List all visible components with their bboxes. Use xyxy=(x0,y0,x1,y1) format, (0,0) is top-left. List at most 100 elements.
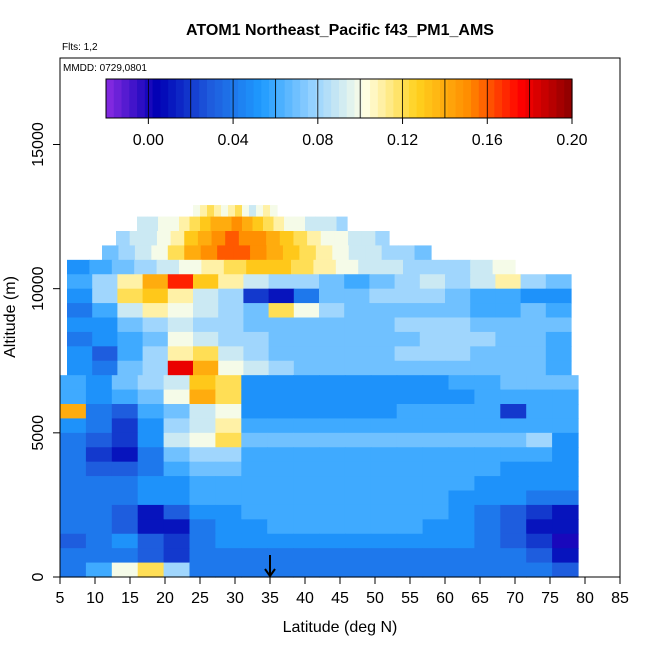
heatmap-cell xyxy=(137,447,165,463)
heatmap-cell xyxy=(370,533,398,549)
heatmap-cell xyxy=(163,375,191,391)
heatmap-cell xyxy=(394,360,421,376)
heatmap-cell xyxy=(293,519,320,535)
heatmap-cell xyxy=(85,504,113,520)
heatmap-cell xyxy=(348,231,363,247)
heatmap-cell xyxy=(358,259,382,275)
heatmap-cell xyxy=(319,504,346,520)
heatmap-cell xyxy=(344,317,370,333)
heatmap-cell xyxy=(85,533,113,549)
heatmap-cell xyxy=(344,476,372,492)
heatmap-cell xyxy=(369,303,396,319)
heatmap-cell xyxy=(319,490,346,506)
heatmap-cell xyxy=(474,447,501,463)
heatmap-cell xyxy=(137,216,149,232)
colorbar-tick-label: 0.12 xyxy=(387,132,418,149)
colorbar-swatch xyxy=(183,79,193,118)
heatmap-cell xyxy=(344,375,372,391)
heatmap-cell xyxy=(500,404,527,420)
heatmap-cell xyxy=(370,447,398,463)
heatmap-cell xyxy=(215,548,242,564)
heatmap-cell xyxy=(370,389,398,405)
colorbar-swatch xyxy=(556,79,565,118)
heatmap-cell xyxy=(344,360,370,376)
heatmap-cell xyxy=(60,548,87,564)
heatmap-cell xyxy=(267,432,294,448)
heatmap-cell xyxy=(545,303,572,319)
heatmap-cell xyxy=(500,519,527,535)
colorbar-swatch xyxy=(129,79,138,118)
colorbar-tick-label: 0.20 xyxy=(556,132,587,149)
colorbar-swatch xyxy=(486,79,495,118)
heatmap-cell xyxy=(215,418,242,434)
heatmap-cell xyxy=(369,360,396,376)
heatmap-cell xyxy=(495,317,522,333)
heatmap-cell xyxy=(448,548,475,564)
heatmap-cell xyxy=(147,216,159,232)
heatmap-cell xyxy=(526,562,553,578)
colorbar-swatch xyxy=(478,79,488,118)
heatmap-cell xyxy=(67,346,93,362)
colorbar-swatch xyxy=(393,79,402,118)
heatmap-cell xyxy=(319,404,346,420)
heatmap-cell xyxy=(448,533,475,549)
heatmap-cell xyxy=(319,303,345,319)
heatmap-cell xyxy=(200,205,208,218)
heatmap-cell xyxy=(193,303,219,319)
heatmap-cell xyxy=(474,375,501,391)
heatmap-cell xyxy=(111,461,139,477)
heatmap-cell xyxy=(117,317,144,333)
heatmap-cell xyxy=(422,404,450,420)
heatmap-cell xyxy=(526,519,553,535)
colorbar-swatch xyxy=(455,79,464,118)
plot-area: MMDD: 0729,0801 0.00 0.04 0.08 0.12 0.16 0.20 xyxy=(59,57,621,578)
heatmap-cell xyxy=(85,548,113,564)
heatmap-cell xyxy=(448,490,475,506)
heatmap-cell xyxy=(92,303,118,319)
heatmap-cell xyxy=(92,360,118,376)
heatmap-cell xyxy=(137,375,165,391)
colorbar-swatch xyxy=(168,79,177,118)
colorbar-swatch xyxy=(447,79,457,118)
heatmap-cell xyxy=(163,418,191,434)
heatmap-cell xyxy=(344,548,372,564)
heatmap-cell xyxy=(470,346,496,362)
heatmap-cell xyxy=(422,476,450,492)
heatmap-cell xyxy=(520,288,547,304)
heatmap-cell xyxy=(552,389,579,405)
heatmap-cell xyxy=(319,288,345,304)
heatmap-cell xyxy=(184,231,199,247)
heatmap-cell xyxy=(218,288,244,304)
heatmap-cell xyxy=(396,432,424,448)
heatmap-cell xyxy=(380,259,404,275)
y-axis: 0 5000 10000 15000 xyxy=(30,122,60,581)
heatmap-cell xyxy=(319,346,345,362)
heatmap-cell xyxy=(552,476,579,492)
x-tick-label: 40 xyxy=(296,590,314,607)
heatmap-cell xyxy=(370,404,398,420)
heatmap-cell xyxy=(243,274,270,290)
heatmap-cell xyxy=(215,519,242,535)
heatmap-cell xyxy=(293,490,320,506)
heatmap-cell xyxy=(134,245,152,261)
heatmap-cell xyxy=(369,288,396,304)
heatmap-cell xyxy=(268,346,295,362)
heatmap-cell xyxy=(520,303,547,319)
heatmap-cell xyxy=(137,476,165,492)
heatmap-cell xyxy=(396,490,424,506)
heatmap-cell xyxy=(243,288,270,304)
heatmap-cell xyxy=(167,360,194,376)
heatmap-cell xyxy=(189,562,216,578)
heatmap-cell xyxy=(552,519,579,535)
heatmap-cell xyxy=(293,404,320,420)
colorbar-swatch xyxy=(354,79,363,118)
heatmap-cell xyxy=(137,461,165,477)
heatmap-cell xyxy=(267,404,294,420)
heatmap-cell xyxy=(526,461,553,477)
heatmap-cell xyxy=(293,476,320,492)
heatmap-cell xyxy=(156,259,180,275)
heatmap-cell xyxy=(241,418,268,434)
colorbar-swatch xyxy=(424,79,433,118)
heatmap-cell xyxy=(111,259,135,275)
heatmap-cell xyxy=(142,346,169,362)
